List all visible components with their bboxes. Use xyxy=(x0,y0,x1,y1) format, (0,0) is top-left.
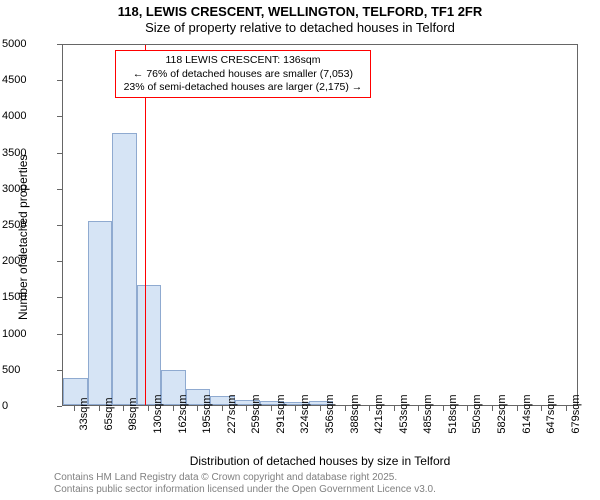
x-tick-label: 647sqm xyxy=(545,394,557,433)
histogram-bar xyxy=(112,133,137,405)
y-tick-label: 500 xyxy=(2,364,58,376)
x-tick-label: 162sqm xyxy=(177,394,189,433)
annotation-line: 23% of semi-detached houses are larger (… xyxy=(124,81,363,94)
x-tick-label: 679sqm xyxy=(570,394,582,433)
plot-area: 118 LEWIS CRESCENT: 136sqm← 76% of detac… xyxy=(62,44,578,406)
x-tick-label: 388sqm xyxy=(349,394,361,433)
x-tick-label: 324sqm xyxy=(299,394,311,433)
y-tick-label: 5000 xyxy=(2,38,58,50)
x-tick-label: 356sqm xyxy=(324,394,336,433)
footer-attribution: Contains HM Land Registry data © Crown c… xyxy=(54,472,436,496)
y-tick-label: 4500 xyxy=(2,74,58,86)
x-tick-label: 98sqm xyxy=(127,397,139,430)
x-tick-label: 518sqm xyxy=(447,394,459,433)
y-tick-label: 4000 xyxy=(2,110,58,122)
y-tick-label: 0 xyxy=(2,400,58,412)
y-tick-label: 1000 xyxy=(2,328,58,340)
footer-line-1: Contains HM Land Registry data © Crown c… xyxy=(54,472,436,484)
x-tick-label: 485sqm xyxy=(422,394,434,433)
x-tick-label: 453sqm xyxy=(398,394,410,433)
x-tick-label: 550sqm xyxy=(471,394,483,433)
annotation-line: 118 LEWIS CRESCENT: 136sqm xyxy=(124,54,363,67)
title-line-1: 118, LEWIS CRESCENT, WELLINGTON, TELFORD… xyxy=(0,4,600,20)
y-tick-label: 1500 xyxy=(2,291,58,303)
x-tick-label: 65sqm xyxy=(103,397,115,430)
x-tick-label: 227sqm xyxy=(226,394,238,433)
y-tick-container: 0 500 1000 1500 2000 2500 3000 3500 4000 4500 5000 xyxy=(0,0,62,500)
title-line-2: Size of property relative to detached ho… xyxy=(0,20,600,36)
y-tick-label: 2500 xyxy=(2,219,58,231)
histogram-bar xyxy=(88,221,113,405)
y-tick-label: 3000 xyxy=(2,183,58,195)
x-tick-label: 130sqm xyxy=(152,394,164,433)
x-tick-label: 614sqm xyxy=(521,394,533,433)
property-marker-line xyxy=(145,45,146,405)
x-axis-label: Distribution of detached houses by size … xyxy=(62,454,578,468)
y-tick-label: 3500 xyxy=(2,147,58,159)
x-tick-label: 582sqm xyxy=(496,394,508,433)
chart-title-block: 118, LEWIS CRESCENT, WELLINGTON, TELFORD… xyxy=(0,0,600,37)
x-tick-label: 33sqm xyxy=(78,397,90,430)
x-tick-label: 291sqm xyxy=(275,394,287,433)
footer-line-2: Contains public sector information licen… xyxy=(54,484,436,496)
y-tick-label: 2000 xyxy=(2,255,58,267)
annotation-line: ← 76% of detached houses are smaller (7,… xyxy=(124,68,363,81)
x-tick-label: 259sqm xyxy=(250,394,262,433)
x-tick-label: 421sqm xyxy=(373,394,385,433)
x-tick-label: 195sqm xyxy=(201,394,213,433)
annotation-callout: 118 LEWIS CRESCENT: 136sqm← 76% of detac… xyxy=(115,50,372,97)
histogram-bar xyxy=(137,285,162,405)
